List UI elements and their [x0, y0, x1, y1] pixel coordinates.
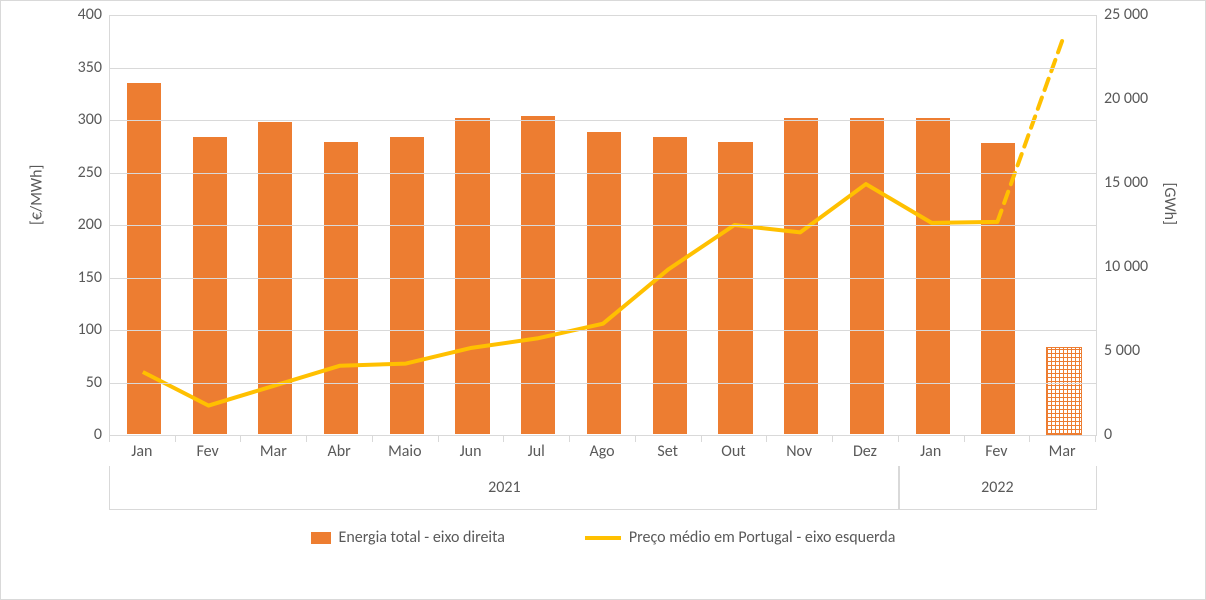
- y-tick-left: 150: [78, 270, 110, 286]
- bar: [389, 136, 425, 435]
- x-tick: Mar: [260, 442, 287, 461]
- bar: [915, 117, 951, 435]
- x-tick: Jul: [528, 442, 545, 461]
- year-group: 2022: [898, 466, 1097, 510]
- bar: [980, 142, 1016, 435]
- bar: [586, 131, 622, 435]
- x-tick: Jan: [920, 442, 941, 461]
- x-tick: Fev: [985, 442, 1007, 461]
- legend: Energia total - eixo direita Preço médio…: [19, 528, 1187, 547]
- gridline: [110, 120, 1096, 121]
- x-tick: Out: [721, 442, 745, 461]
- legend-swatch-line: [585, 536, 621, 540]
- y-tick-right: 20 000: [1096, 91, 1148, 107]
- y-tick-left: 250: [78, 165, 110, 181]
- legend-swatch-bar: [311, 532, 331, 544]
- y-tick-left: 400: [78, 7, 110, 23]
- x-tick: Mar: [1049, 442, 1076, 461]
- bar: [783, 117, 819, 435]
- y-tick-right: 10 000: [1096, 259, 1148, 275]
- x-ticks: Jan Fev Mar Abr Maio Jun Jul Ago Set Out Nov Dez Jan…: [109, 436, 1097, 466]
- gridline: [110, 68, 1096, 69]
- x-tick: Jun: [460, 442, 482, 461]
- gridline: [110, 173, 1096, 174]
- y-tick-left: 50: [86, 375, 110, 391]
- y-tick-right: 5 000: [1096, 343, 1140, 359]
- bar: [454, 117, 490, 435]
- bar: [717, 141, 753, 435]
- x-tick: Maio: [388, 442, 421, 461]
- y-tick-right: 25 000: [1096, 7, 1148, 23]
- bar: [323, 141, 359, 435]
- x-tick: Jan: [131, 442, 152, 461]
- chart-frame: [€/MWh] [GWh] 050100150200250300350400 0…: [0, 0, 1206, 600]
- y-tick-right: 15 000: [1096, 175, 1148, 191]
- x-tick: Nov: [786, 442, 812, 461]
- year-group-row: 20212022: [109, 466, 1097, 510]
- plot-area: 050100150200250300350400 05 00010 00015 …: [109, 15, 1097, 436]
- legend-item-line: Preço médio em Portugal - eixo esquerda: [585, 528, 896, 547]
- legend-item-bars: Energia total - eixo direita: [311, 528, 505, 547]
- y-tick-right: 0: [1096, 427, 1112, 443]
- gridline: [110, 225, 1096, 226]
- y-tick-left: 0: [94, 427, 110, 443]
- gridline: [110, 278, 1096, 279]
- y-axis-left-label: [€/MWh]: [28, 165, 47, 225]
- y-tick-left: 300: [78, 112, 110, 128]
- bar: [1046, 347, 1082, 435]
- gridline: [110, 330, 1096, 331]
- x-tick: Dez: [853, 442, 877, 461]
- bar: [192, 136, 228, 435]
- gridline: [110, 15, 1096, 16]
- legend-label-bars: Energia total - eixo direita: [339, 528, 505, 547]
- bar: [652, 136, 688, 435]
- x-tick: Ago: [589, 442, 614, 461]
- y-tick-left: 200: [78, 217, 110, 233]
- bar: [520, 115, 556, 435]
- x-tick: Abr: [327, 442, 350, 461]
- year-group: 2021: [109, 466, 900, 510]
- gridline: [110, 383, 1096, 384]
- legend-label-line: Preço médio em Portugal - eixo esquerda: [629, 528, 896, 547]
- y-axis-right-label: [GWh]: [1160, 183, 1179, 225]
- y-tick-left: 100: [78, 322, 110, 338]
- y-tick-left: 350: [78, 60, 110, 76]
- x-tick: Set: [657, 442, 678, 461]
- x-tick: Fev: [196, 442, 218, 461]
- bar: [849, 117, 885, 435]
